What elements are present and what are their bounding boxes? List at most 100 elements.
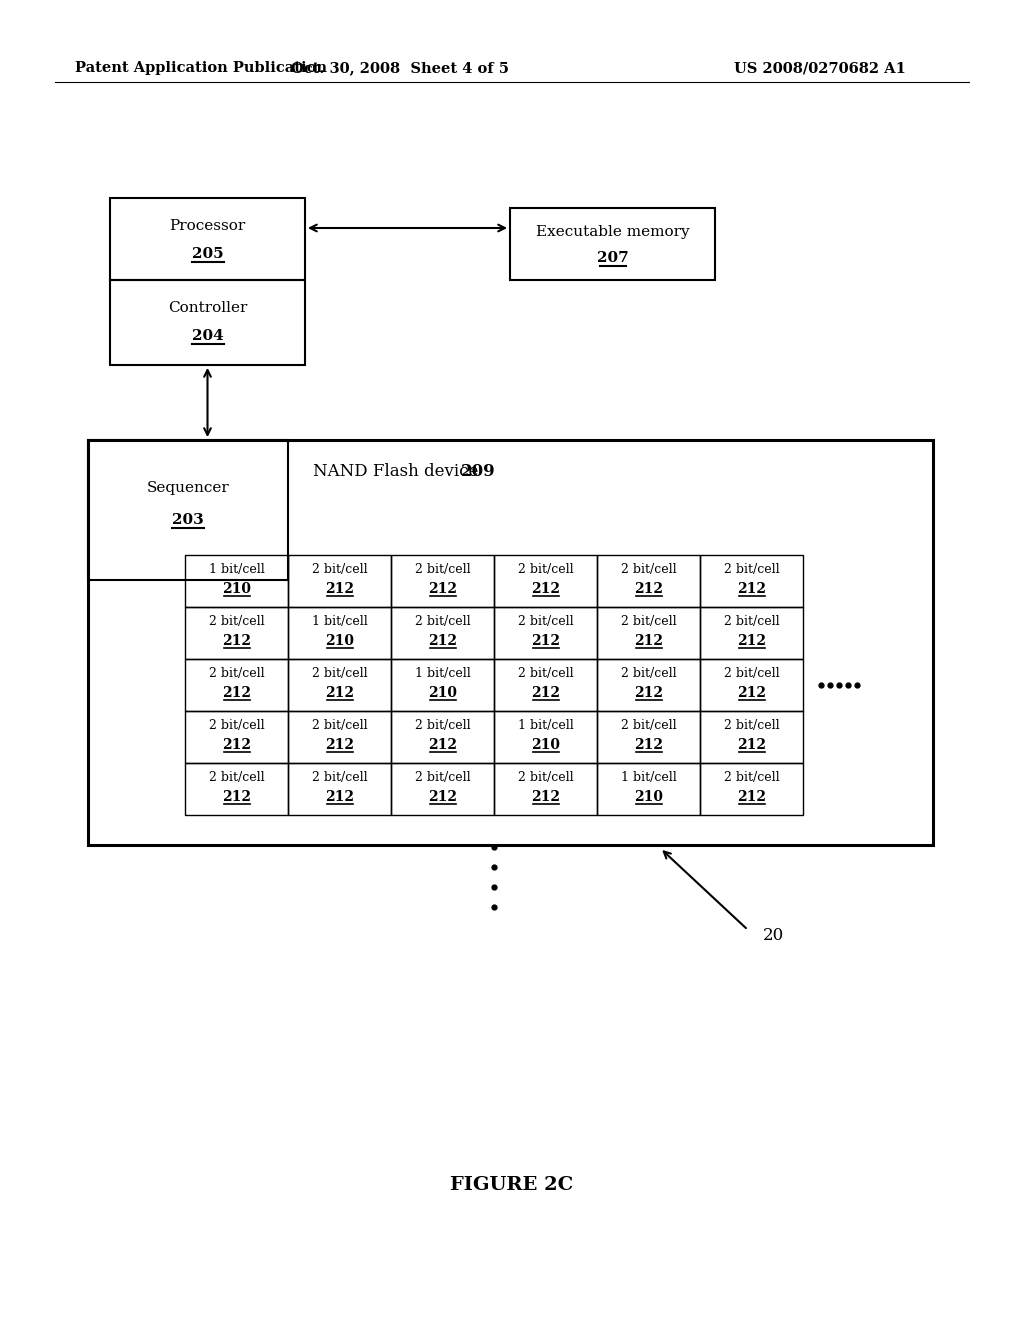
Text: 212: 212	[428, 789, 457, 804]
Text: 2 bit/cell: 2 bit/cell	[209, 718, 264, 731]
Bar	[185, 763, 288, 814]
Text: 205: 205	[191, 247, 223, 261]
Text: 212: 212	[428, 634, 457, 648]
Text: 2 bit/cell: 2 bit/cell	[415, 718, 470, 731]
Text: 2 bit/cell: 2 bit/cell	[518, 562, 573, 576]
Text: 2 bit/cell: 2 bit/cell	[209, 615, 264, 627]
Text: 212: 212	[222, 738, 251, 752]
Bar	[110, 198, 305, 280]
Bar	[597, 763, 700, 814]
Text: US 2008/0270682 A1: US 2008/0270682 A1	[734, 61, 906, 75]
Text: 2 bit/cell: 2 bit/cell	[724, 771, 779, 784]
Bar	[700, 711, 803, 763]
Text: 212: 212	[737, 789, 766, 804]
Text: 212: 212	[634, 738, 663, 752]
Text: 2 bit/cell: 2 bit/cell	[311, 667, 368, 680]
Text: 212: 212	[325, 582, 354, 597]
Bar	[288, 554, 391, 607]
Bar	[494, 554, 597, 607]
Text: NAND Flash device: NAND Flash device	[313, 463, 483, 480]
Text: FIGURE 2C: FIGURE 2C	[451, 1176, 573, 1195]
Text: 212: 212	[737, 738, 766, 752]
Text: 2 bit/cell: 2 bit/cell	[621, 562, 676, 576]
Bar	[288, 711, 391, 763]
Bar	[391, 607, 494, 659]
Text: 1 bit/cell: 1 bit/cell	[621, 771, 677, 784]
Bar	[391, 763, 494, 814]
Text: 204: 204	[191, 329, 223, 343]
Text: 212: 212	[531, 634, 560, 648]
Text: 212: 212	[634, 634, 663, 648]
Text: 212: 212	[531, 686, 560, 700]
Text: 2 bit/cell: 2 bit/cell	[621, 667, 676, 680]
Text: 2 bit/cell: 2 bit/cell	[621, 615, 676, 627]
Bar	[185, 554, 288, 607]
Text: Oct. 30, 2008  Sheet 4 of 5: Oct. 30, 2008 Sheet 4 of 5	[291, 61, 509, 75]
Bar	[288, 763, 391, 814]
Text: 2 bit/cell: 2 bit/cell	[621, 718, 676, 731]
Text: 2 bit/cell: 2 bit/cell	[311, 562, 368, 576]
Text: 2 bit/cell: 2 bit/cell	[518, 667, 573, 680]
Text: 209: 209	[461, 463, 496, 480]
Text: 212: 212	[222, 686, 251, 700]
Bar	[597, 659, 700, 711]
Bar	[597, 554, 700, 607]
Text: 212: 212	[634, 582, 663, 597]
Bar	[494, 763, 597, 814]
Bar	[288, 607, 391, 659]
Bar	[185, 607, 288, 659]
Bar	[597, 711, 700, 763]
Text: 2 bit/cell: 2 bit/cell	[415, 562, 470, 576]
Text: 203: 203	[172, 513, 204, 527]
Bar	[391, 711, 494, 763]
Bar	[110, 280, 305, 366]
Text: 2 bit/cell: 2 bit/cell	[209, 771, 264, 784]
Bar	[185, 711, 288, 763]
Text: 212: 212	[325, 789, 354, 804]
Text: 212: 212	[737, 686, 766, 700]
Text: 207: 207	[597, 251, 629, 265]
Bar	[700, 554, 803, 607]
Text: 2 bit/cell: 2 bit/cell	[209, 667, 264, 680]
Bar	[494, 711, 597, 763]
Bar	[391, 659, 494, 711]
Bar	[494, 659, 597, 711]
Bar	[700, 659, 803, 711]
Bar	[597, 607, 700, 659]
Text: 210: 210	[634, 789, 663, 804]
Bar	[494, 607, 597, 659]
Text: Processor: Processor	[169, 219, 246, 234]
Text: 2 bit/cell: 2 bit/cell	[724, 562, 779, 576]
Text: 1 bit/cell: 1 bit/cell	[209, 562, 264, 576]
Text: 212: 212	[634, 686, 663, 700]
Text: 212: 212	[737, 634, 766, 648]
Bar	[510, 209, 715, 280]
Text: 2 bit/cell: 2 bit/cell	[415, 615, 470, 627]
Text: 2 bit/cell: 2 bit/cell	[311, 718, 368, 731]
Text: 1 bit/cell: 1 bit/cell	[415, 667, 470, 680]
Text: 212: 212	[531, 789, 560, 804]
Text: 212: 212	[222, 789, 251, 804]
Text: 1 bit/cell: 1 bit/cell	[517, 718, 573, 731]
Text: 212: 212	[737, 582, 766, 597]
Text: Patent Application Publication: Patent Application Publication	[75, 61, 327, 75]
Text: 210: 210	[325, 634, 354, 648]
Bar	[288, 659, 391, 711]
Text: 2 bit/cell: 2 bit/cell	[724, 667, 779, 680]
Text: 2 bit/cell: 2 bit/cell	[311, 771, 368, 784]
Text: Controller: Controller	[168, 301, 247, 315]
Text: 212: 212	[428, 738, 457, 752]
Text: 2 bit/cell: 2 bit/cell	[724, 718, 779, 731]
Bar	[185, 659, 288, 711]
Text: 2 bit/cell: 2 bit/cell	[724, 615, 779, 627]
Text: 212: 212	[325, 738, 354, 752]
Text: 210: 210	[531, 738, 560, 752]
Text: 212: 212	[531, 582, 560, 597]
Text: 2 bit/cell: 2 bit/cell	[518, 615, 573, 627]
Bar	[88, 440, 933, 845]
Text: 210: 210	[222, 582, 251, 597]
Text: 20: 20	[763, 927, 784, 944]
Text: 2 bit/cell: 2 bit/cell	[518, 771, 573, 784]
Bar	[700, 607, 803, 659]
Text: Sequencer: Sequencer	[146, 480, 229, 495]
